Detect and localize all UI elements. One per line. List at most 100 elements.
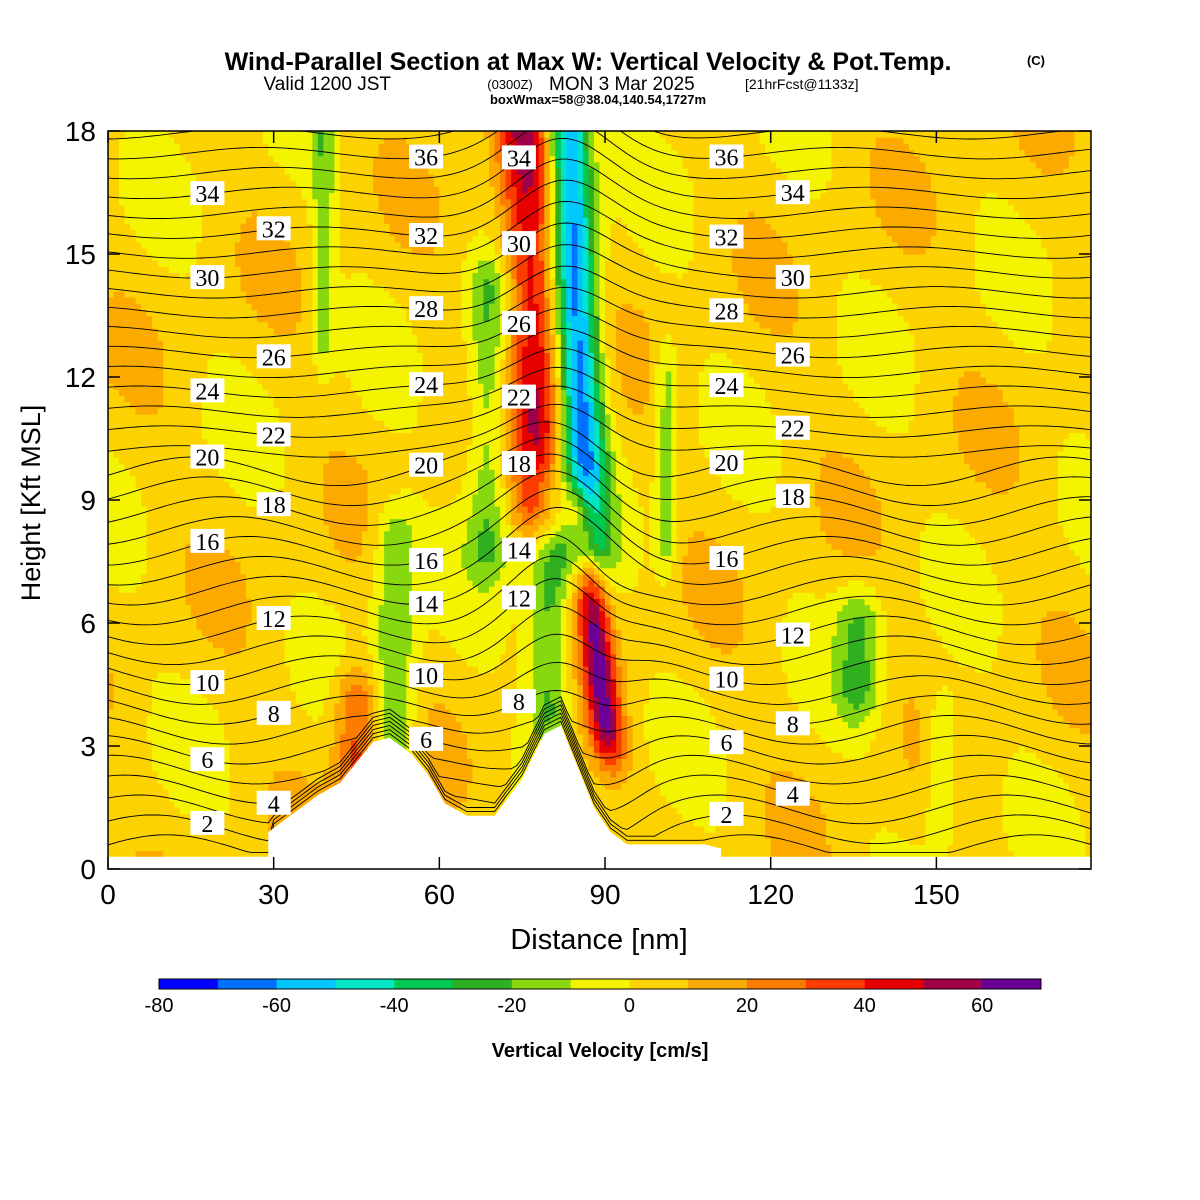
w-cell <box>201 586 208 593</box>
w-cell <box>251 512 258 520</box>
w-cell <box>295 358 302 366</box>
w-cell <box>185 377 192 384</box>
w-cell <box>229 161 236 169</box>
w-cell <box>124 487 131 495</box>
w-cell <box>196 616 203 624</box>
w-cell <box>279 327 286 335</box>
w-cell <box>157 241 164 249</box>
w-cell <box>290 518 297 526</box>
w-cell <box>130 487 137 495</box>
w-cell <box>179 223 186 230</box>
w-cell <box>229 629 236 636</box>
w-cell <box>201 506 208 513</box>
w-cell <box>279 666 286 673</box>
w-cell <box>257 204 264 212</box>
w-cell <box>279 167 286 175</box>
w-cell <box>168 346 175 353</box>
w-cell <box>113 506 120 513</box>
w-cell <box>295 137 302 144</box>
w-cell <box>196 801 203 809</box>
w-cell <box>246 290 253 298</box>
w-cell <box>223 739 231 747</box>
w-cell <box>168 327 175 335</box>
w-cell <box>246 690 253 698</box>
w-cell <box>328 420 336 427</box>
w-cell <box>246 155 253 163</box>
w-cell <box>168 555 175 563</box>
w-cell <box>251 284 258 292</box>
w-cell <box>323 543 330 550</box>
w-cell <box>301 530 308 538</box>
w-cell <box>146 819 153 827</box>
w-cell <box>312 426 319 433</box>
w-cell <box>223 666 231 673</box>
w-cell <box>218 518 225 526</box>
w-cell <box>207 832 214 839</box>
w-cell <box>262 309 269 317</box>
w-cell <box>130 407 137 415</box>
w-cell <box>235 192 242 200</box>
w-cell <box>152 426 159 433</box>
w-cell <box>201 364 208 372</box>
w-cell <box>174 795 181 802</box>
w-cell <box>301 278 308 286</box>
w-cell <box>290 733 297 741</box>
w-cell <box>174 174 181 181</box>
w-cell <box>317 647 324 655</box>
w-cell <box>229 733 236 741</box>
w-cell <box>251 696 258 704</box>
w-cell <box>251 684 258 692</box>
w-cell <box>201 721 208 729</box>
w-cell <box>190 137 197 144</box>
w-cell <box>135 678 142 686</box>
w-cell <box>108 813 115 821</box>
w-cell <box>251 709 258 716</box>
w-cell <box>157 616 164 624</box>
w-cell <box>246 266 253 274</box>
w-cell <box>240 758 247 766</box>
w-cell <box>190 303 197 310</box>
w-cell <box>235 155 242 163</box>
w-cell <box>190 407 197 415</box>
w-cell <box>146 825 153 833</box>
w-cell <box>284 690 291 698</box>
w-cell <box>174 758 181 766</box>
w-cell <box>141 659 148 667</box>
w-cell <box>141 549 148 556</box>
w-cell <box>135 635 142 643</box>
w-cell <box>201 850 208 858</box>
w-cell <box>290 586 297 593</box>
w-cell <box>163 377 170 384</box>
w-cell <box>312 733 319 741</box>
w-cell <box>257 530 264 538</box>
w-cell <box>207 647 214 655</box>
w-cell <box>135 321 142 329</box>
w-cell <box>229 432 236 440</box>
w-cell <box>113 684 120 692</box>
w-cell <box>185 586 192 593</box>
w-cell <box>312 727 319 735</box>
w-cell <box>295 260 302 267</box>
w-cell <box>328 592 336 599</box>
w-cell <box>284 536 291 544</box>
w-cell <box>135 407 142 415</box>
w-cell <box>146 567 153 575</box>
w-cell <box>251 678 258 686</box>
w-cell <box>124 161 131 169</box>
w-cell <box>268 635 275 643</box>
w-cell <box>223 770 231 778</box>
w-cell <box>185 487 192 495</box>
w-cell <box>146 666 153 673</box>
w-cell <box>323 653 330 661</box>
w-cell <box>235 721 242 729</box>
w-cell <box>246 204 253 212</box>
w-cell <box>168 223 175 230</box>
w-cell <box>301 715 308 722</box>
w-cell <box>146 333 153 341</box>
w-cell <box>301 456 308 464</box>
w-cell <box>317 684 324 692</box>
w-cell <box>196 149 203 157</box>
w-cell <box>130 180 137 187</box>
w-cell <box>185 284 192 292</box>
w-cell <box>168 450 175 458</box>
